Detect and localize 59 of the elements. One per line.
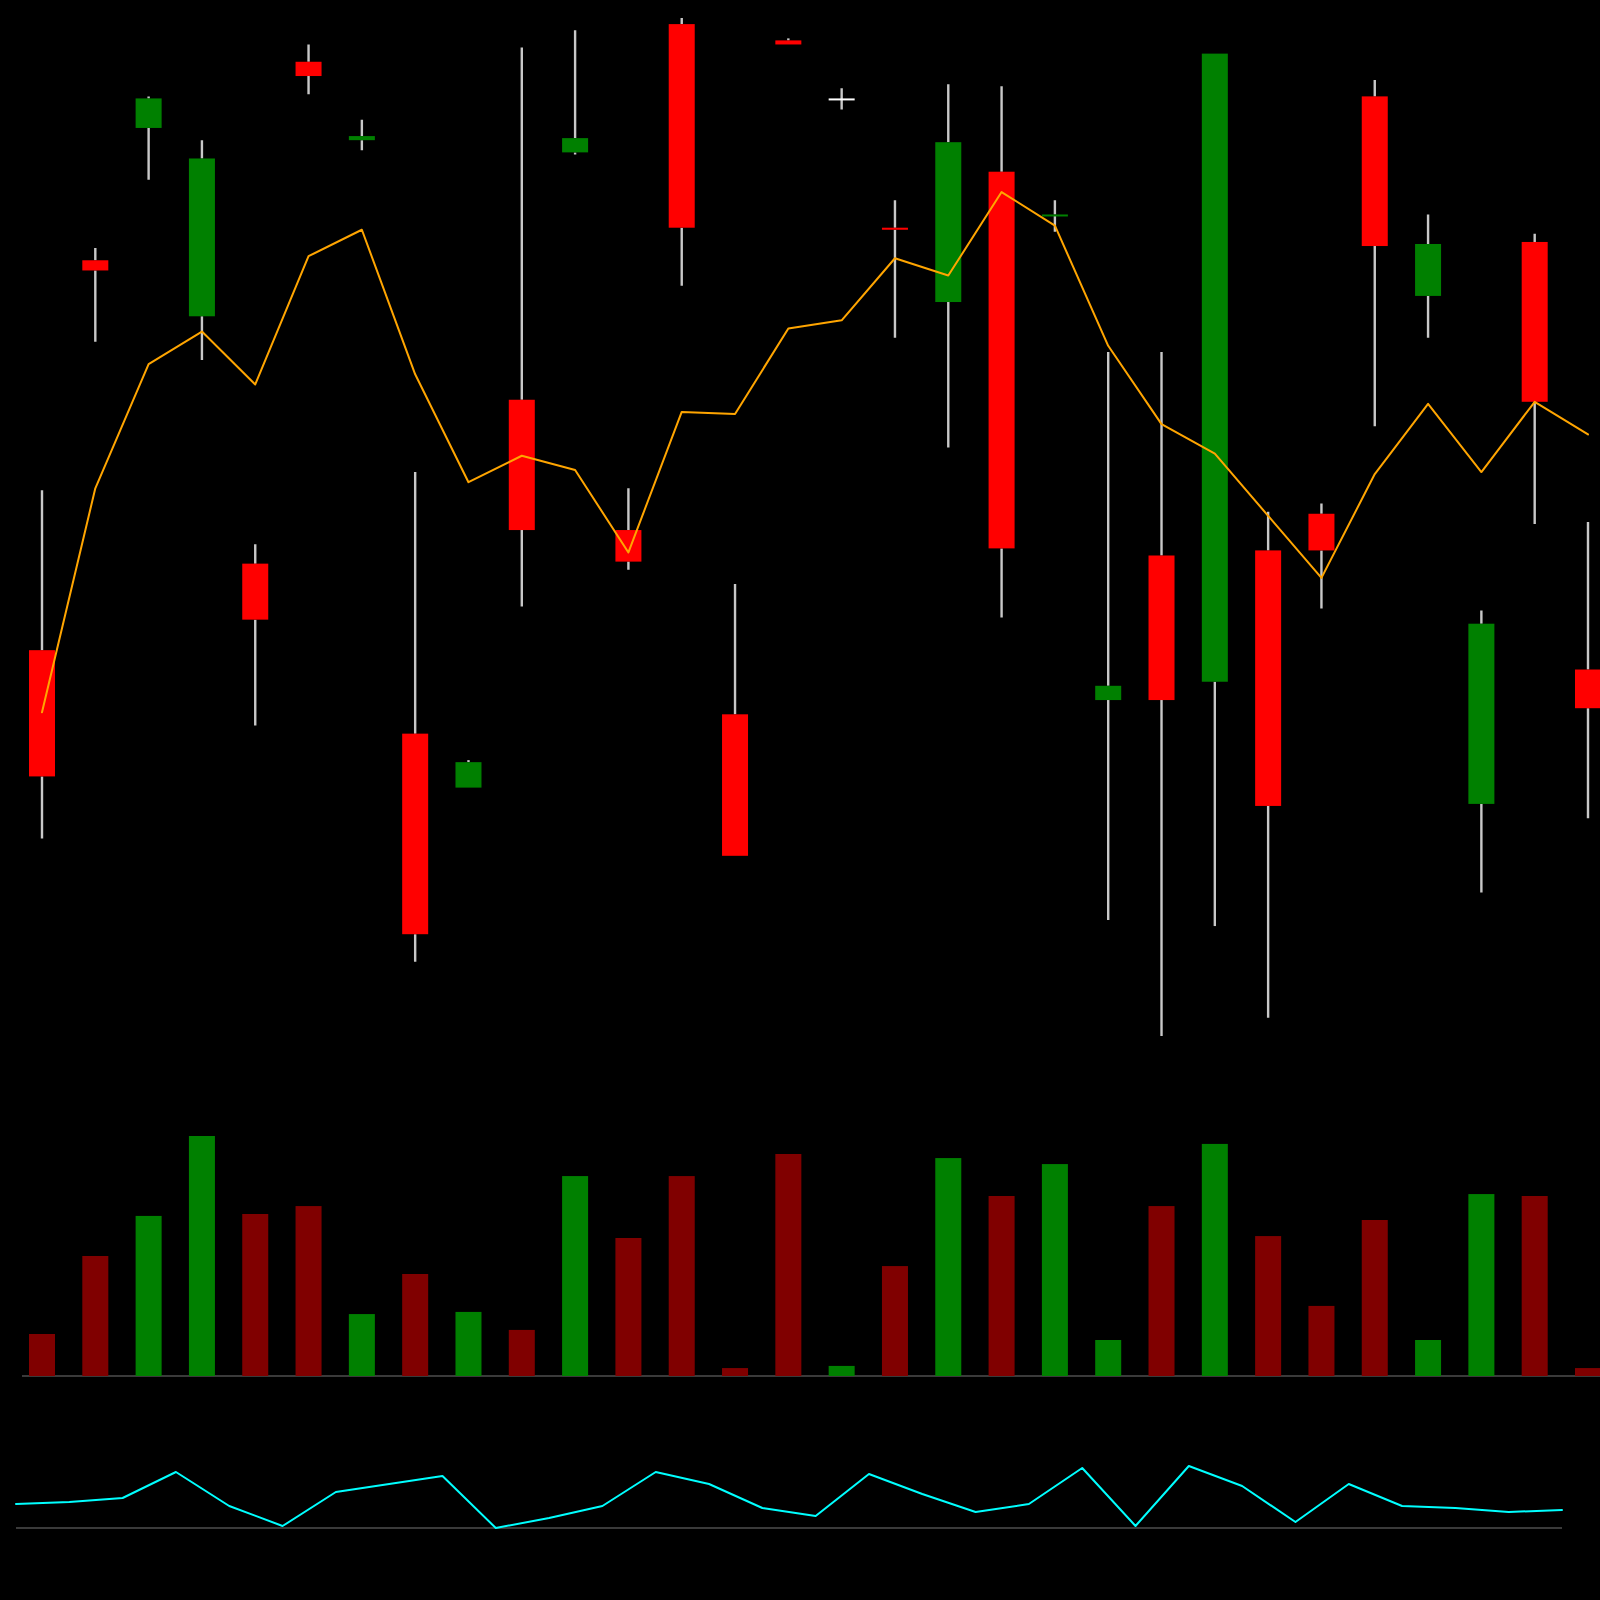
candlestick [562,29,589,156]
candlestick [988,85,1015,619]
bar [455,1311,482,1376]
candlestick [508,46,535,608]
candlestick [1415,213,1442,339]
candlestick [188,138,215,362]
bar [1468,1194,1495,1376]
candlestick [82,246,109,343]
candlestick [1361,78,1388,428]
candlestick [1521,232,1548,526]
bar [668,1176,695,1376]
candlestick [775,37,802,45]
bar [402,1274,429,1376]
candlestick [828,87,855,111]
candlestick [935,82,962,449]
candlestick [29,489,55,840]
candlestick [1468,609,1495,894]
candlestick [1575,520,1600,820]
candlestick [295,43,322,96]
candlestick [135,95,162,182]
bar [1201,1143,1228,1376]
candlestick [722,582,749,856]
candlestick [881,199,908,339]
bar [828,1365,855,1376]
bar [29,1334,55,1376]
bar [1415,1340,1442,1376]
candlestick [1041,199,1068,233]
bar [722,1368,749,1376]
bar [1255,1236,1282,1376]
bar [295,1206,322,1376]
bar [935,1158,962,1376]
bar [1521,1196,1548,1376]
bar [1308,1305,1335,1376]
bar [1361,1220,1388,1376]
candlestick [668,16,695,287]
bar [881,1266,908,1376]
bar [135,1215,162,1376]
candlestick [1148,350,1175,1038]
bar [1148,1206,1175,1376]
candlestick [1255,510,1282,1019]
bar [775,1154,802,1376]
candlestick [1308,502,1335,610]
bar [1575,1368,1600,1376]
bar [82,1256,109,1376]
bar [1095,1340,1122,1376]
candlestick [348,118,375,152]
bar [988,1196,1015,1376]
bar [615,1238,642,1376]
bar [508,1329,535,1376]
candlestick [1201,53,1228,928]
bar [188,1136,215,1376]
candlestick [242,543,269,727]
candlestick [1095,350,1122,922]
bar [1041,1164,1068,1376]
bar [562,1176,589,1376]
bar [348,1314,375,1376]
bar [242,1214,269,1376]
candlestick [455,758,482,788]
candlestick [402,470,429,963]
